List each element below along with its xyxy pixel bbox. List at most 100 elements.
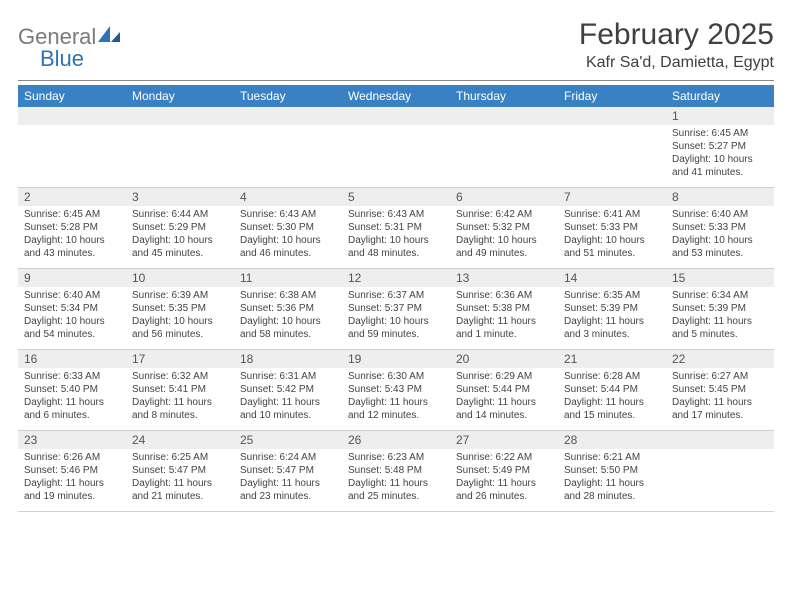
sunrise-text: Sunrise: 6:30 AM (348, 370, 444, 383)
day-cell: Sunrise: 6:27 AMSunset: 5:45 PMDaylight:… (666, 368, 774, 431)
day-number: 6 (450, 188, 558, 207)
sunrise-text: Sunrise: 6:26 AM (24, 451, 120, 464)
day-cell (18, 125, 126, 188)
month-title: February 2025 (579, 18, 774, 52)
sunrise-text: Sunrise: 6:43 AM (240, 208, 336, 221)
daylight-text: Daylight: 11 hours and 19 minutes. (24, 477, 120, 503)
day-number: 4 (234, 188, 342, 207)
day-cell: Sunrise: 6:42 AMSunset: 5:32 PMDaylight:… (450, 206, 558, 269)
day-cell: Sunrise: 6:43 AMSunset: 5:31 PMDaylight:… (342, 206, 450, 269)
day-number: 17 (126, 350, 234, 369)
daylight-text: Daylight: 10 hours and 41 minutes. (672, 153, 768, 179)
content-row: Sunrise: 6:40 AMSunset: 5:34 PMDaylight:… (18, 287, 774, 350)
day-number: 19 (342, 350, 450, 369)
day-cell: Sunrise: 6:31 AMSunset: 5:42 PMDaylight:… (234, 368, 342, 431)
daylight-text: Daylight: 11 hours and 10 minutes. (240, 396, 336, 422)
sunset-text: Sunset: 5:32 PM (456, 221, 552, 234)
day-number (666, 431, 774, 450)
daylight-text: Daylight: 11 hours and 17 minutes. (672, 396, 768, 422)
day-number: 20 (450, 350, 558, 369)
daylight-text: Daylight: 10 hours and 54 minutes. (24, 315, 120, 341)
sunset-text: Sunset: 5:40 PM (24, 383, 120, 396)
day-cell: Sunrise: 6:43 AMSunset: 5:30 PMDaylight:… (234, 206, 342, 269)
sunrise-text: Sunrise: 6:28 AM (564, 370, 660, 383)
daylight-text: Daylight: 10 hours and 58 minutes. (240, 315, 336, 341)
day-cell: Sunrise: 6:38 AMSunset: 5:36 PMDaylight:… (234, 287, 342, 350)
daylight-text: Daylight: 10 hours and 59 minutes. (348, 315, 444, 341)
daylight-text: Daylight: 10 hours and 45 minutes. (132, 234, 228, 260)
day-cell: Sunrise: 6:45 AMSunset: 5:28 PMDaylight:… (18, 206, 126, 269)
daylight-text: Daylight: 10 hours and 43 minutes. (24, 234, 120, 260)
day-number: 7 (558, 188, 666, 207)
day-number (450, 107, 558, 125)
weekday-header: Monday (126, 85, 234, 107)
day-number: 12 (342, 269, 450, 288)
daylight-text: Daylight: 11 hours and 15 minutes. (564, 396, 660, 422)
sunset-text: Sunset: 5:45 PM (672, 383, 768, 396)
sunrise-text: Sunrise: 6:41 AM (564, 208, 660, 221)
day-cell: Sunrise: 6:45 AMSunset: 5:27 PMDaylight:… (666, 125, 774, 188)
weekday-header: Wednesday (342, 85, 450, 107)
sunrise-text: Sunrise: 6:23 AM (348, 451, 444, 464)
sunrise-text: Sunrise: 6:37 AM (348, 289, 444, 302)
day-number (18, 107, 126, 125)
day-number: 2 (18, 188, 126, 207)
sunset-text: Sunset: 5:39 PM (672, 302, 768, 315)
day-cell: Sunrise: 6:40 AMSunset: 5:34 PMDaylight:… (18, 287, 126, 350)
daylight-text: Daylight: 11 hours and 5 minutes. (672, 315, 768, 341)
sunset-text: Sunset: 5:39 PM (564, 302, 660, 315)
day-cell: Sunrise: 6:25 AMSunset: 5:47 PMDaylight:… (126, 449, 234, 512)
day-number (126, 107, 234, 125)
daylight-text: Daylight: 11 hours and 12 minutes. (348, 396, 444, 422)
daynum-row: 16171819202122 (18, 350, 774, 369)
sunset-text: Sunset: 5:29 PM (132, 221, 228, 234)
daylight-text: Daylight: 11 hours and 3 minutes. (564, 315, 660, 341)
sunset-text: Sunset: 5:49 PM (456, 464, 552, 477)
sunset-text: Sunset: 5:47 PM (240, 464, 336, 477)
day-cell: Sunrise: 6:29 AMSunset: 5:44 PMDaylight:… (450, 368, 558, 431)
day-number: 18 (234, 350, 342, 369)
day-number: 8 (666, 188, 774, 207)
daylight-text: Daylight: 11 hours and 26 minutes. (456, 477, 552, 503)
sunrise-text: Sunrise: 6:25 AM (132, 451, 228, 464)
day-cell: Sunrise: 6:28 AMSunset: 5:44 PMDaylight:… (558, 368, 666, 431)
daylight-text: Daylight: 11 hours and 6 minutes. (24, 396, 120, 422)
day-number: 22 (666, 350, 774, 369)
sunrise-text: Sunrise: 6:45 AM (672, 127, 768, 140)
day-cell: Sunrise: 6:44 AMSunset: 5:29 PMDaylight:… (126, 206, 234, 269)
divider (18, 80, 774, 81)
sunset-text: Sunset: 5:34 PM (24, 302, 120, 315)
daylight-text: Daylight: 10 hours and 48 minutes. (348, 234, 444, 260)
day-cell: Sunrise: 6:24 AMSunset: 5:47 PMDaylight:… (234, 449, 342, 512)
day-number: 21 (558, 350, 666, 369)
sunset-text: Sunset: 5:27 PM (672, 140, 768, 153)
brand-logo: General Blue (18, 24, 122, 72)
sunset-text: Sunset: 5:36 PM (240, 302, 336, 315)
sunset-text: Sunset: 5:35 PM (132, 302, 228, 315)
day-number: 5 (342, 188, 450, 207)
sunset-text: Sunset: 5:41 PM (132, 383, 228, 396)
sunrise-text: Sunrise: 6:36 AM (456, 289, 552, 302)
daylight-text: Daylight: 11 hours and 25 minutes. (348, 477, 444, 503)
content-row: Sunrise: 6:45 AMSunset: 5:27 PMDaylight:… (18, 125, 774, 188)
sunset-text: Sunset: 5:43 PM (348, 383, 444, 396)
sunrise-text: Sunrise: 6:35 AM (564, 289, 660, 302)
daynum-row: 1 (18, 107, 774, 125)
day-number: 25 (234, 431, 342, 450)
daylight-text: Daylight: 11 hours and 1 minute. (456, 315, 552, 341)
sunset-text: Sunset: 5:38 PM (456, 302, 552, 315)
day-number: 15 (666, 269, 774, 288)
day-number: 23 (18, 431, 126, 450)
weekday-header: Thursday (450, 85, 558, 107)
daylight-text: Daylight: 11 hours and 28 minutes. (564, 477, 660, 503)
day-cell (666, 449, 774, 512)
sunset-text: Sunset: 5:48 PM (348, 464, 444, 477)
sunrise-text: Sunrise: 6:29 AM (456, 370, 552, 383)
day-cell: Sunrise: 6:23 AMSunset: 5:48 PMDaylight:… (342, 449, 450, 512)
sunrise-text: Sunrise: 6:45 AM (24, 208, 120, 221)
logo-sail-icon (96, 24, 122, 49)
sunrise-text: Sunrise: 6:22 AM (456, 451, 552, 464)
daylight-text: Daylight: 11 hours and 8 minutes. (132, 396, 228, 422)
day-number: 14 (558, 269, 666, 288)
weekday-header: Sunday (18, 85, 126, 107)
